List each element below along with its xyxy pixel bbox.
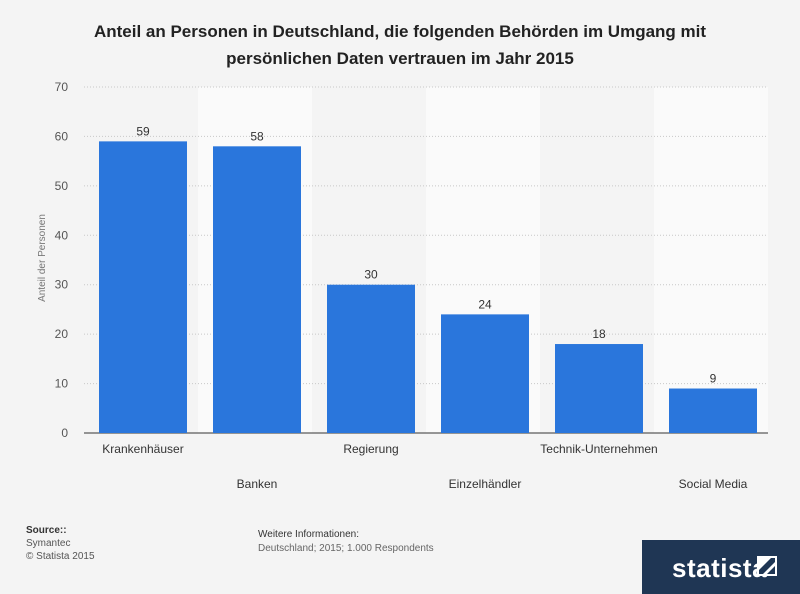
bar-value-label: 9	[710, 372, 717, 386]
bar-value-label: 58	[250, 129, 264, 143]
x-tick-label: Technik-Unternehmen	[540, 442, 657, 456]
info-text: Deutschland; 2015; 1.000 Respondents	[258, 543, 434, 554]
bar-value-label: 59	[136, 124, 150, 138]
info-label: Weitere Informationen:	[258, 529, 359, 540]
info-block: Weitere Informationen: Deutschland; 2015…	[258, 528, 434, 556]
y-tick-label: 60	[55, 129, 69, 143]
source-line: Symantec	[26, 538, 71, 549]
y-axis-label: Anteil der Personen	[37, 214, 48, 302]
x-tick-label: Regierung	[343, 442, 398, 456]
bar	[555, 344, 643, 433]
statista-logo-text: statista	[672, 553, 768, 583]
bar-value-label: 18	[592, 327, 606, 341]
y-tick-label: 20	[55, 327, 69, 341]
bar-chart: 0 10 20 30 40 50 60 70 59 58 30 24 18 9 Krankenhäuse…	[37, 80, 768, 491]
y-tick-label: 70	[55, 80, 69, 94]
x-tick-label: Einzelhändler	[449, 477, 522, 491]
bar	[99, 141, 187, 433]
y-tick-label: 0	[61, 426, 68, 440]
column-band	[654, 87, 768, 433]
copyright-line: © Statista 2015	[26, 551, 95, 562]
bar-value-label: 30	[364, 268, 378, 282]
y-tick-label: 30	[55, 278, 69, 292]
y-tick-label: 10	[55, 377, 69, 391]
statista-logo-icon	[757, 556, 777, 576]
x-tick-label: Krankenhäuser	[102, 442, 183, 456]
bar-value-label: 24	[478, 297, 492, 311]
bar	[213, 146, 301, 434]
bar	[327, 284, 415, 433]
y-tick-label: 40	[55, 228, 69, 242]
chart-title: Anteil an Personen in Deutschland, die f…	[93, 22, 707, 68]
source-block: Source:: Symantec © Statista 2015	[26, 524, 95, 563]
x-tick-label: Social Media	[679, 477, 748, 491]
bar	[441, 314, 529, 433]
x-tick-label: Banken	[237, 477, 278, 491]
y-tick-label: 50	[55, 179, 69, 193]
bar	[669, 388, 757, 433]
source-label: Source::	[26, 525, 67, 536]
